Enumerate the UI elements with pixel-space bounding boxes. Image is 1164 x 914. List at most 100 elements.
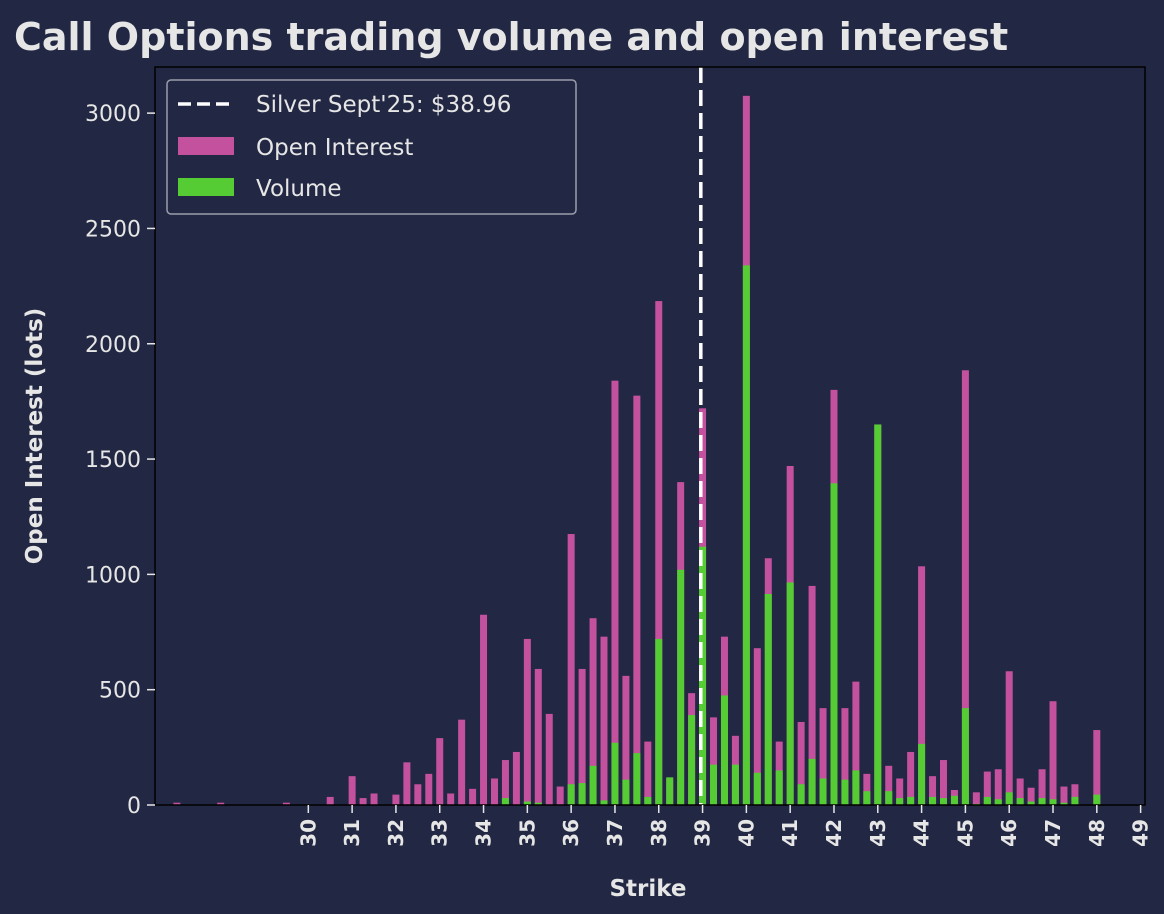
volume-bar xyxy=(611,742,619,805)
volume-bar xyxy=(1071,796,1079,805)
open-interest-bar xyxy=(939,760,947,805)
y-tick-label: 2000 xyxy=(85,333,141,358)
open-interest-bar xyxy=(1005,671,1013,805)
open-interest-bar xyxy=(282,802,290,805)
x-tick-label: 40 xyxy=(734,819,758,847)
open-interest-bar xyxy=(567,534,575,805)
open-interest-bar xyxy=(907,751,915,805)
x-tick-label: 35 xyxy=(515,819,539,847)
open-interest-bar xyxy=(808,585,816,805)
volume-bar xyxy=(720,695,728,805)
x-tick-label: 36 xyxy=(559,819,583,847)
volume-bar xyxy=(699,546,707,805)
volume-bar xyxy=(710,764,718,805)
x-tick-label: 46 xyxy=(997,819,1021,847)
volume-bar xyxy=(1005,792,1013,805)
x-tick-label: 31 xyxy=(340,819,364,847)
open-interest-bar xyxy=(217,802,225,805)
open-interest-bar xyxy=(600,636,608,805)
open-interest-bar xyxy=(326,796,334,805)
volume-bar xyxy=(567,784,575,805)
volume-bar xyxy=(501,798,509,805)
volume-bar xyxy=(830,483,838,805)
volume-bar xyxy=(918,743,926,805)
plot-frame xyxy=(154,66,1146,806)
volume-bar xyxy=(534,802,542,805)
open-interest-bar xyxy=(655,301,663,805)
y-tick-label: 1500 xyxy=(85,448,141,473)
volume-bar xyxy=(775,770,783,805)
open-interest-bar xyxy=(414,784,422,805)
y-tick-label: 500 xyxy=(99,679,141,704)
volume-bar xyxy=(950,795,958,805)
legend-swatch-open-interest xyxy=(178,137,234,155)
x-axis-title: Strike xyxy=(609,876,686,902)
open-interest-bar xyxy=(1071,784,1079,805)
y-axis: 0 500 1000 1500 2000 2500 3000 xyxy=(85,102,155,819)
legend: Silver Sept'25: $38.96 Open Interest Vol… xyxy=(166,79,577,215)
x-tick-label: 49 xyxy=(1129,819,1153,847)
volume-bar xyxy=(808,758,816,805)
open-interest-bar xyxy=(841,708,849,805)
open-interest-bar xyxy=(797,721,805,805)
open-interest-bar xyxy=(972,792,980,805)
open-interest-bar xyxy=(589,618,597,805)
legend-label-open-interest: Open Interest xyxy=(256,135,413,161)
x-tick-label: 33 xyxy=(428,819,452,847)
x-tick-label: 41 xyxy=(778,819,802,847)
volume-bars xyxy=(501,265,1101,805)
volume-bar xyxy=(589,765,597,805)
volume-bar xyxy=(983,796,991,805)
volume-bar xyxy=(677,569,685,805)
volume-bar xyxy=(852,770,860,805)
volume-bar xyxy=(939,798,947,805)
volume-bar xyxy=(600,800,608,805)
x-tick-label: 42 xyxy=(822,819,846,847)
chart-title: Call Options trading volume and open int… xyxy=(14,15,1008,59)
x-tick-label: 38 xyxy=(647,819,671,847)
volume-bar xyxy=(764,593,772,805)
open-interest-bar xyxy=(458,719,466,805)
volume-bar xyxy=(874,424,882,805)
volume-bar xyxy=(819,778,827,805)
volume-bar xyxy=(742,265,750,805)
volume-bar xyxy=(633,753,641,805)
open-interest-bar xyxy=(896,778,904,805)
x-tick-label: 32 xyxy=(384,819,408,847)
legend-box xyxy=(166,79,577,215)
open-interest-bar xyxy=(961,370,969,805)
volume-bar xyxy=(1016,798,1024,805)
open-interest-bar xyxy=(425,773,433,805)
volume-bar xyxy=(961,708,969,805)
volume-bar xyxy=(688,715,696,805)
open-interest-bar xyxy=(480,614,488,805)
volume-bar xyxy=(885,791,893,805)
open-interest-bar xyxy=(918,566,926,805)
open-interest-bar xyxy=(370,793,378,805)
volume-bar xyxy=(1027,801,1035,805)
open-interest-bar xyxy=(819,708,827,805)
legend-label-volume: Volume xyxy=(256,176,342,202)
x-tick-label: 47 xyxy=(1041,819,1065,847)
volume-bar xyxy=(622,779,630,805)
open-interest-bar xyxy=(1027,787,1035,805)
open-interest-bar xyxy=(436,738,444,805)
volume-bar xyxy=(731,764,739,805)
volume-bar xyxy=(753,772,761,805)
volume-bar xyxy=(523,801,531,805)
y-tick-label: 2500 xyxy=(85,217,141,242)
open-interest-bar xyxy=(1049,701,1057,805)
volume-bar xyxy=(863,791,871,805)
open-interest-bar xyxy=(994,769,1002,805)
open-interest-bar xyxy=(1016,778,1024,805)
open-interest-bar xyxy=(469,788,477,805)
volume-bar xyxy=(1093,794,1101,805)
open-interest-bar xyxy=(447,793,455,805)
volume-bar xyxy=(578,783,586,805)
volume-bar xyxy=(896,798,904,805)
volume-bar xyxy=(907,796,915,805)
open-interest-bar xyxy=(633,395,641,805)
open-interest-bar xyxy=(710,717,718,805)
volume-bar xyxy=(666,777,674,805)
x-tick-label: 34 xyxy=(472,819,496,847)
